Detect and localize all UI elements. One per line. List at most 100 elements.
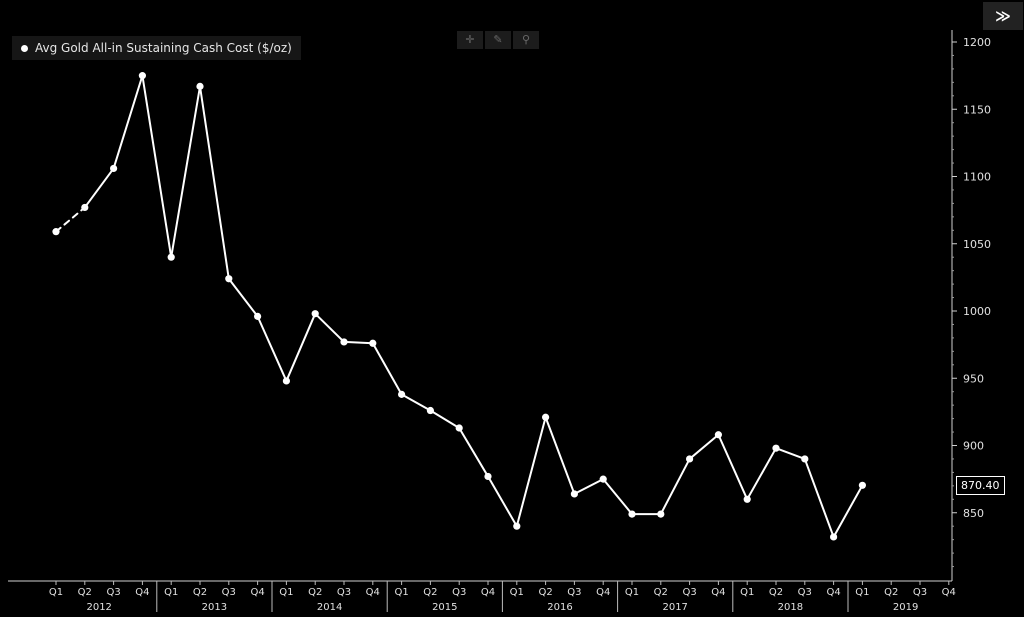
data-point [167,253,175,261]
data-point [282,377,290,385]
y-tick-label: 850 [963,507,984,520]
legend-label: Avg Gold All-in Sustaining Cash Cost ($/… [35,41,292,55]
series-segment [227,277,259,318]
series-segment [573,478,605,495]
data-point [772,444,780,452]
x-tick-label: Q4 [135,587,149,598]
data-point [570,490,579,498]
last-value-label: 870.40 [956,476,1005,496]
series-segment [199,85,230,280]
y-tick-label: 1000 [963,305,991,318]
pen-icon[interactable]: ✎ [485,31,511,49]
legend-marker [21,44,28,52]
series-segment [659,457,691,516]
crosshair-icon[interactable]: ✛ [457,31,483,49]
series-segment [832,484,864,538]
x-tick-label: Q3 [337,587,351,598]
y-tick-label: 1200 [963,36,991,49]
magnifier-icon[interactable]: ⚲ [513,31,539,49]
data-point [225,275,233,283]
x-axis: Q1 Q2 Q3 Q4 Q1 Q2 Q3 Q4 Q1 Q2 Q3 Q4 Q1 Q2 Q3 Q4 Q1 Q2 Q3 Q4… [8,580,956,613]
year-label: 2018 [778,602,803,613]
x-tick-label: Q3 [106,587,120,598]
x-tick-label: Q1 [164,587,178,598]
x-tick-label: Q3 [452,587,466,598]
series-segment [602,478,633,516]
data-point [686,455,694,463]
data-point [138,72,146,80]
y-axis: 850 900 950 1000 1050 1100 1150 1200 [951,30,991,581]
x-tick-label: Q4 [711,587,725,598]
legend: Avg Gold All-in Sustaining Cash Cost ($/… [12,36,301,60]
year-label: 2014 [317,602,342,613]
x-tick-label: Q2 [423,587,437,598]
expand-panel-button[interactable]: ≫ [983,2,1023,30]
year-label: 2015 [432,602,457,613]
x-tick-label: Q2 [308,587,322,598]
y-tick-label: 1050 [963,238,991,251]
x-tick-label: Q3 [798,587,812,598]
series-segment [775,447,806,460]
x-tick-label: Q1 [279,587,293,598]
chart-toolbar: ✛ ✎ ⚲ [457,31,539,49]
series-segment [544,416,576,495]
x-tick-label: Q2 [78,587,92,598]
data-point [858,481,867,489]
x-tick-label: Q1 [394,587,408,598]
series-segment [170,85,201,259]
data-point [513,522,521,530]
x-tick-label: Q2 [193,587,207,598]
data-point [599,475,607,483]
data-point [830,533,838,541]
year-label: 2017 [662,602,687,613]
data-point [714,431,723,439]
x-tick-label: Q4 [366,587,380,598]
series-segment [285,312,317,382]
series-segment [314,312,345,343]
x-tick-label: Q4 [596,587,610,598]
data-point [484,472,492,481]
series-segment [55,206,86,233]
data-point [455,424,463,432]
data-point [340,338,348,346]
series-line [52,72,867,541]
series-segment [83,167,115,209]
series-segment [141,74,173,259]
data-point [398,390,406,398]
x-tick-label: Q4 [826,587,840,598]
data-point [542,413,550,421]
series-segment [746,447,777,501]
data-point [801,455,809,463]
series-segment [400,393,432,412]
x-tick-label: Q3 [682,587,696,598]
data-point [426,406,434,415]
series-segment [371,342,403,396]
x-tick-label: Q3 [913,587,927,598]
data-point [52,228,60,236]
series-segment [487,475,518,528]
data-point [657,510,665,518]
y-tick-label: 900 [963,440,984,453]
year-label: 2013 [202,602,227,613]
series-segment [717,433,749,501]
series-segment [688,433,720,460]
x-tick-label: Q2 [884,587,898,598]
x-tick-label: Q3 [567,587,581,598]
x-tick-label: Q4 [942,587,956,598]
x-tick-label: Q1 [49,587,63,598]
y-tick-label: 950 [963,372,984,385]
series-segment [803,457,835,538]
y-tick-label: 1150 [963,103,991,116]
x-tick-label: Q2 [538,587,552,598]
x-tick-label: Q1 [855,587,869,598]
x-tick-label: Q1 [625,587,639,598]
series-segment [112,74,144,170]
x-tick-label: Q4 [481,587,495,598]
x-tick-label: Q2 [769,587,783,598]
year-label: 2019 [893,602,918,613]
x-tick-label: Q1 [740,587,754,598]
series-segment [343,340,374,345]
y-tick-label: 1100 [963,171,991,184]
series-segment [256,315,288,382]
